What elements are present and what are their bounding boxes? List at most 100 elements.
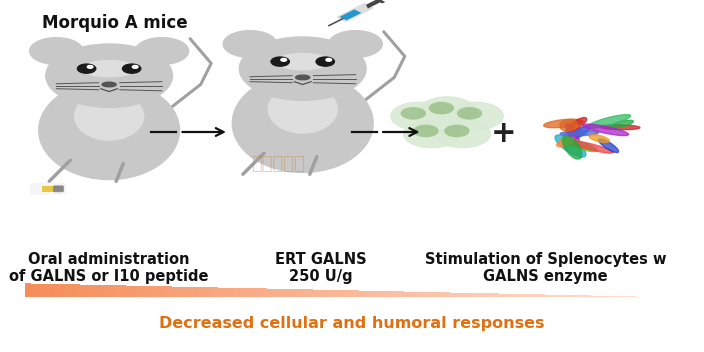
Text: +: + xyxy=(491,119,516,148)
Bar xyxy=(94,285,96,297)
Bar xyxy=(149,286,152,297)
Bar xyxy=(306,289,310,297)
Bar xyxy=(473,293,477,297)
Circle shape xyxy=(30,38,83,64)
Bar xyxy=(313,290,316,297)
Bar xyxy=(332,290,336,297)
Bar xyxy=(320,290,322,297)
Bar xyxy=(348,290,352,297)
Bar xyxy=(293,289,296,297)
Bar xyxy=(591,296,594,297)
Bar xyxy=(136,286,139,297)
Polygon shape xyxy=(337,4,373,21)
Bar xyxy=(388,291,391,297)
Bar xyxy=(421,292,424,297)
Ellipse shape xyxy=(81,60,137,77)
Bar xyxy=(548,295,552,297)
FancyBboxPatch shape xyxy=(30,183,65,194)
Bar xyxy=(401,291,404,297)
Circle shape xyxy=(271,57,289,66)
Bar xyxy=(378,291,382,297)
Bar xyxy=(237,288,241,297)
Circle shape xyxy=(316,57,334,66)
Bar xyxy=(555,295,558,297)
Bar xyxy=(489,293,493,297)
Bar xyxy=(584,295,588,297)
Text: Decreased cellular and humoral responses: Decreased cellular and humoral responses xyxy=(159,316,545,331)
Bar xyxy=(598,296,601,297)
Circle shape xyxy=(329,31,382,57)
Bar xyxy=(322,290,326,297)
Bar xyxy=(142,286,146,297)
Bar xyxy=(126,285,130,297)
Bar xyxy=(558,295,562,297)
Bar xyxy=(244,288,247,297)
Bar xyxy=(159,286,162,297)
Bar xyxy=(103,285,106,297)
Circle shape xyxy=(122,64,141,73)
Bar xyxy=(152,286,156,297)
Bar xyxy=(529,294,532,297)
Bar xyxy=(627,296,630,297)
Bar xyxy=(437,292,441,297)
Bar xyxy=(594,296,598,297)
Bar xyxy=(31,283,34,297)
Text: Oral administration
of GALNS or I10 peptide: Oral administration of GALNS or I10 pept… xyxy=(9,252,209,284)
Circle shape xyxy=(326,58,332,61)
Ellipse shape xyxy=(562,132,575,148)
Bar xyxy=(588,295,591,297)
Bar xyxy=(477,293,479,297)
Bar xyxy=(198,287,201,297)
Circle shape xyxy=(413,125,439,137)
Bar xyxy=(165,287,169,297)
Bar xyxy=(179,287,182,297)
Bar xyxy=(215,288,218,297)
FancyBboxPatch shape xyxy=(54,186,63,192)
Bar xyxy=(326,290,329,297)
Bar xyxy=(532,294,535,297)
Bar xyxy=(384,291,388,297)
Ellipse shape xyxy=(567,126,590,140)
Bar xyxy=(310,289,313,297)
Polygon shape xyxy=(339,10,361,20)
Bar xyxy=(329,290,332,297)
Bar xyxy=(358,290,362,297)
Bar xyxy=(67,284,70,297)
Ellipse shape xyxy=(560,119,577,131)
Bar xyxy=(513,294,515,297)
Bar xyxy=(172,287,175,297)
Ellipse shape xyxy=(39,81,180,180)
Text: ERT GALNS
250 U/g: ERT GALNS 250 U/g xyxy=(275,252,366,284)
Bar xyxy=(447,293,451,297)
Bar xyxy=(74,284,77,297)
Bar xyxy=(362,291,365,297)
Bar xyxy=(42,186,55,192)
Bar xyxy=(479,293,483,297)
Bar xyxy=(80,284,84,297)
Bar xyxy=(185,287,188,297)
Bar xyxy=(391,291,394,297)
Ellipse shape xyxy=(565,124,579,143)
Bar xyxy=(467,293,470,297)
Circle shape xyxy=(434,120,491,148)
Bar xyxy=(574,295,578,297)
Ellipse shape xyxy=(562,136,582,159)
Bar xyxy=(565,295,568,297)
Bar xyxy=(411,292,414,297)
Bar xyxy=(234,288,237,297)
Bar xyxy=(463,293,467,297)
Bar xyxy=(470,293,473,297)
Bar xyxy=(296,289,300,297)
Bar xyxy=(146,286,149,297)
Ellipse shape xyxy=(598,139,619,152)
Bar xyxy=(51,284,54,297)
Bar xyxy=(509,294,513,297)
Bar xyxy=(404,291,408,297)
Ellipse shape xyxy=(74,92,144,141)
Bar xyxy=(483,293,486,297)
Bar xyxy=(375,291,378,297)
Bar xyxy=(342,290,346,297)
Bar xyxy=(205,287,208,297)
Bar xyxy=(247,288,251,297)
Bar xyxy=(277,289,280,297)
